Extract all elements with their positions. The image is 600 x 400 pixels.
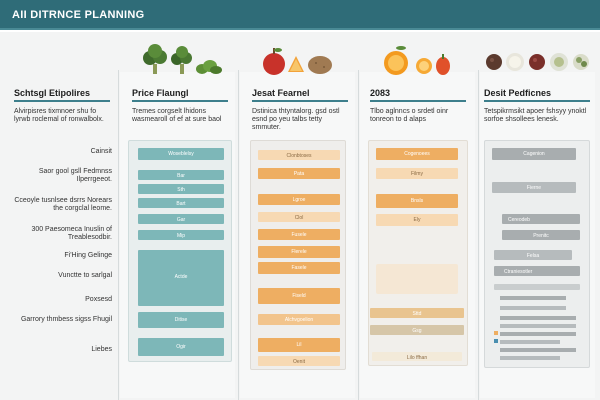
bar-item: Gsg <box>370 325 464 335</box>
bar-item: Ctraniesotler <box>494 266 580 276</box>
bar-item: Oenit <box>258 356 340 366</box>
bar-item: Cagenion <box>492 148 576 160</box>
row-label: Garrory thmbess sigss Fhugil <box>20 316 112 323</box>
heading-rule <box>370 100 466 102</box>
heading-rule <box>484 100 590 102</box>
bar-item: Woseblelsy <box>138 148 224 160</box>
column-1-description: Alvirpisres tixmnoer shu fo lyrwb roclem… <box>14 108 104 123</box>
berry-icon <box>486 54 502 70</box>
bar-item: Clol <box>258 212 340 222</box>
bar-item: Bar <box>138 170 224 180</box>
bar-item: Bnsls <box>376 194 458 208</box>
column-3-heading: Jesat Fearnel <box>252 88 310 98</box>
dish-icon <box>550 53 568 71</box>
column-divider <box>118 70 119 400</box>
bar-item: Ditise <box>138 312 224 328</box>
column-4-food-icons <box>384 46 450 75</box>
heading-rule <box>14 100 110 102</box>
broccoli-icon <box>143 44 167 74</box>
bar-item: Lgroe <box>258 194 340 205</box>
column-5-description: Tetspikrmsikt apoer fshsyy ynoktl sorfoe… <box>484 108 587 123</box>
bar-item: Pata <box>258 168 340 179</box>
column-1-heading: Schtsgl Etipolires <box>14 88 91 98</box>
row-label: Saor gool gsll Fedmnss Ilperrgeeot. <box>38 168 112 183</box>
bar-item: Sth <box>138 184 224 194</box>
bar-item: Ogir <box>138 338 224 356</box>
column-2-food-icons <box>143 44 222 74</box>
leafy-greens-icon <box>196 60 222 74</box>
column-divider <box>358 70 359 400</box>
page-title: AII DITRNCE PLANNING <box>12 9 145 21</box>
column-4-heading: 2083 <box>370 88 391 98</box>
pepper-icon <box>436 54 450 75</box>
bar-item: Actde <box>138 250 224 306</box>
column-5-food-icons <box>486 53 589 71</box>
bar-item: Lilo ffhan <box>372 352 462 361</box>
row-label: Vunctte to sarlgal <box>58 272 112 279</box>
row-label: Poxsesd <box>85 296 112 303</box>
row-label: Liebes <box>91 346 112 353</box>
bar-item: Filmy <box>376 168 458 179</box>
bar-item: Alchvgoelion <box>258 314 340 325</box>
column-3-description: Dstinica thtyntalorg. gsd ostl esnd po y… <box>252 108 340 131</box>
bar-item: Cereodeb <box>502 214 580 224</box>
orange-icon <box>416 58 432 74</box>
bar-item: Fiseld <box>258 288 340 304</box>
broccoli-icon <box>171 46 192 74</box>
berry-icon <box>529 54 545 70</box>
column-2-heading: Price Flaungl <box>132 88 189 98</box>
bar-item: Mip <box>138 230 224 240</box>
bar-item: Prenitc <box>502 230 580 240</box>
potato-icon <box>308 56 332 74</box>
column-divider <box>478 70 479 400</box>
bar-item: Flerele <box>258 246 340 258</box>
cauliflower-icon <box>573 54 589 70</box>
column-divider <box>238 70 239 400</box>
bar-item: Sttd <box>370 308 464 318</box>
row-label: 300 Paesomeca Inuslin of Treablesodbir. <box>31 226 112 241</box>
bar-item: Fasele <box>258 262 340 274</box>
app-header: AII DITRNCE PLANNING <box>0 0 600 30</box>
bar-item: Felsa <box>494 250 572 260</box>
orange-icon <box>384 46 408 75</box>
orange-slice-icon <box>288 56 304 72</box>
row-label: Cceoyle tusnlsee dsrrs Norears the corgc… <box>14 197 112 212</box>
bar-item: Gar <box>138 214 224 224</box>
bar-item: Cogenoees <box>376 148 458 160</box>
column-5-heading: Desit Pedficnes <box>484 88 552 98</box>
bar-item <box>494 284 580 290</box>
row-label: Cainsit <box>90 148 112 155</box>
bowl-icon <box>506 53 524 71</box>
heading-rule <box>132 100 228 102</box>
placeholder-block <box>376 264 458 294</box>
bar-item: Fusele <box>258 229 340 240</box>
column-3-food-icons <box>263 48 332 75</box>
row-label: Fi'Hing Gelinge <box>64 252 112 259</box>
column-4-description: Tlbo aglnncs o srdetl oinr tonreon to d … <box>370 108 449 123</box>
bar-item: Lil <box>258 338 340 352</box>
bar-item: Fierne <box>492 182 576 193</box>
bar-item: Ely <box>376 214 458 226</box>
column-2-description: Tremes corgselt lhidons wasmearoll of ef… <box>132 108 222 123</box>
content-area: Schtsgl Etipolires Price Flaungl Jesat F… <box>0 32 600 400</box>
apple-icon <box>263 48 285 75</box>
column-5-stacked-bars <box>494 296 576 360</box>
heading-rule <box>252 100 348 102</box>
bar-item: Bart <box>138 198 224 208</box>
bar-item: Clonbtoses <box>258 150 340 160</box>
